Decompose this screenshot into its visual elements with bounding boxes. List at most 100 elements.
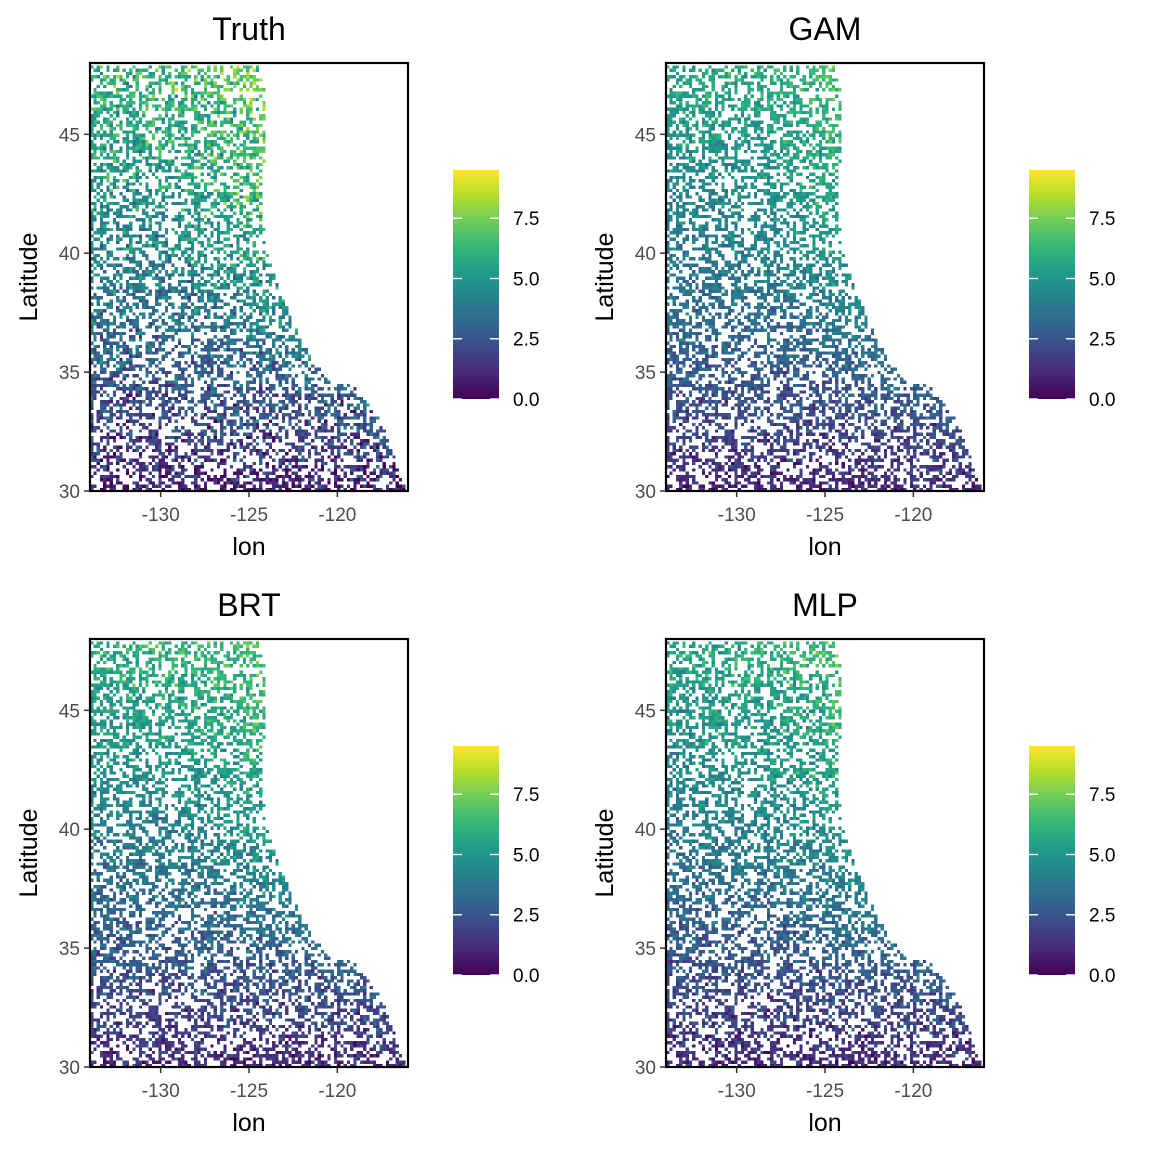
heatmap-cell <box>346 448 351 453</box>
heatmap-cell <box>841 474 845 479</box>
heatmap-cell <box>125 292 130 297</box>
heatmap-cell <box>158 296 162 300</box>
heatmap-cell <box>291 377 295 381</box>
heatmap-cell <box>135 88 139 92</box>
heatmap-cell <box>337 445 341 449</box>
heatmap-cell <box>294 351 299 355</box>
heatmap-cell <box>119 302 123 306</box>
heatmap-cell <box>226 390 230 394</box>
heatmap-cell <box>148 370 152 375</box>
heatmap-cell <box>93 136 97 141</box>
heatmap-cell <box>138 279 143 284</box>
heatmap-cell <box>161 335 165 339</box>
heatmap-cell <box>285 387 289 391</box>
heatmap-cell <box>151 448 156 453</box>
heatmap-cell <box>304 383 308 388</box>
heatmap-cell <box>171 195 175 199</box>
heatmap-cell <box>207 292 211 297</box>
heatmap-cell <box>311 478 315 482</box>
heatmap-cell <box>155 309 159 313</box>
heatmap-cell <box>177 221 182 225</box>
heatmap-cell <box>262 240 266 245</box>
heatmap-cell <box>151 201 156 206</box>
heatmap-cell <box>259 413 263 417</box>
heatmap-cell <box>184 201 188 206</box>
heatmap-cell <box>255 65 260 69</box>
heatmap-cell <box>692 478 696 482</box>
heatmap-cell <box>281 406 286 410</box>
heatmap-cell <box>216 367 221 371</box>
heatmap-cell <box>216 273 221 277</box>
heatmap-cell <box>278 354 282 358</box>
heatmap-cell <box>125 348 130 352</box>
heatmap-cell <box>155 432 159 436</box>
heatmap-cell <box>913 478 917 482</box>
heatmap-cell <box>116 370 120 375</box>
heatmap-cell <box>317 484 321 488</box>
heatmap-cell <box>151 439 156 443</box>
heatmap-cell <box>207 439 211 443</box>
heatmap-cell <box>281 448 286 453</box>
heatmap-cell <box>171 318 175 323</box>
heatmap-cell <box>90 348 94 352</box>
heatmap-cell <box>353 468 357 472</box>
heatmap-cell <box>324 409 328 414</box>
heatmap-cell <box>246 409 250 414</box>
heatmap-cell <box>90 263 94 267</box>
heatmap-cell <box>96 354 100 358</box>
heatmap-cell <box>203 195 208 199</box>
heatmap-cell <box>187 279 191 284</box>
heatmap-cell <box>109 201 113 206</box>
heatmap-cell <box>203 481 208 485</box>
heatmap-cell <box>129 120 133 124</box>
heatmap-cell <box>734 461 738 466</box>
heatmap-cell <box>718 468 722 472</box>
heatmap-cell <box>200 94 204 98</box>
heatmap-cell <box>181 377 185 381</box>
heatmap-cell <box>213 156 217 160</box>
heatmap-cell <box>207 474 211 479</box>
heatmap-cell <box>197 279 201 284</box>
heatmap-cell <box>867 465 871 469</box>
heatmap-cell <box>307 413 312 417</box>
heatmap-cell <box>259 78 263 82</box>
heatmap-cell <box>757 481 761 485</box>
heatmap-cell <box>116 133 120 137</box>
heatmap-cell <box>184 286 188 290</box>
heatmap-cell <box>363 468 367 472</box>
heatmap-cell <box>669 465 673 469</box>
heatmap-cell <box>353 432 357 436</box>
heatmap-cell <box>148 195 152 199</box>
heatmap-cell <box>135 208 139 212</box>
heatmap-cell <box>366 481 370 485</box>
heatmap-cell <box>294 400 299 404</box>
heatmap-cell <box>194 123 198 128</box>
heatmap-cell <box>138 201 143 206</box>
heatmap-cell <box>161 214 165 219</box>
heatmap-cell <box>285 312 289 316</box>
heatmap-cell <box>213 270 217 274</box>
heatmap-cell <box>223 361 227 365</box>
heatmap-cell <box>207 195 211 199</box>
heatmap-cell <box>330 435 334 440</box>
heatmap-cell <box>200 208 204 212</box>
heatmap-cell <box>893 481 897 485</box>
heatmap-cell <box>96 357 100 362</box>
heatmap-cell <box>737 487 741 492</box>
heatmap-cell <box>213 296 217 300</box>
heatmap-cell <box>285 435 289 440</box>
heatmap-cell <box>177 364 182 368</box>
heatmap-cell <box>236 400 240 404</box>
heatmap-cell <box>122 166 126 170</box>
heatmap-cell <box>291 458 295 462</box>
heatmap-cell <box>229 253 234 258</box>
heatmap-cell <box>158 348 162 352</box>
heatmap-cell <box>148 270 152 274</box>
heatmap-cell <box>90 474 94 479</box>
heatmap-cell <box>945 484 949 488</box>
heatmap-cell <box>161 393 165 397</box>
heatmap-cell <box>376 442 380 446</box>
heatmap-cell <box>145 120 149 124</box>
heatmap-cell <box>262 422 266 427</box>
heatmap-cell <box>285 474 289 479</box>
